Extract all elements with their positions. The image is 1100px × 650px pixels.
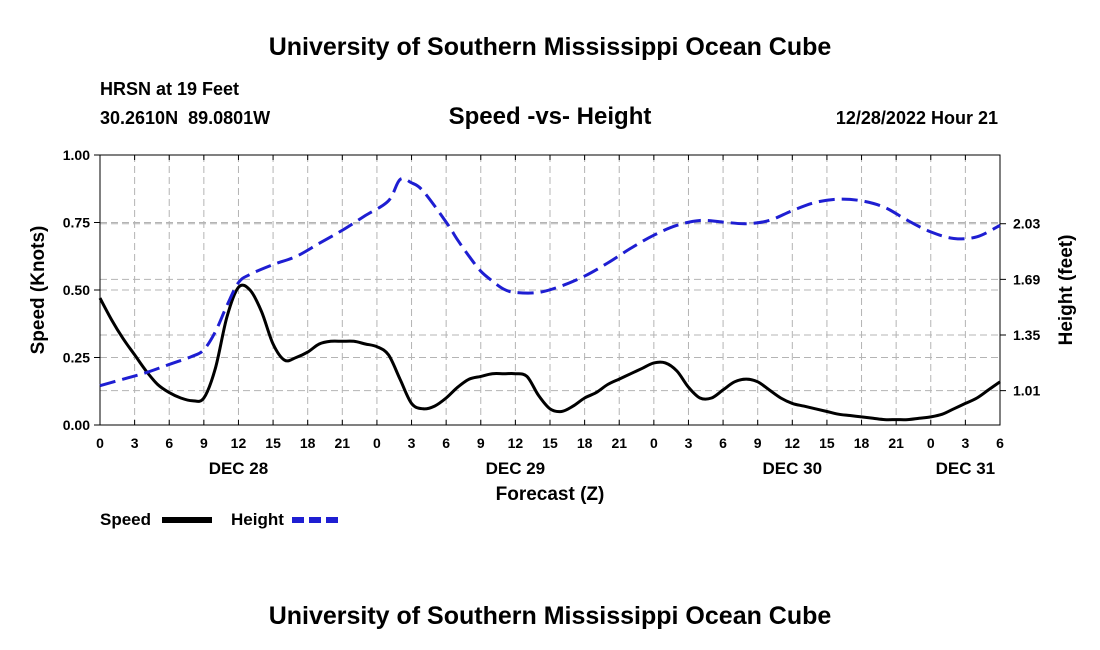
x-tick-label: 12 (785, 435, 801, 451)
x-tick-label: 9 (477, 435, 485, 451)
x-tick-label: 3 (408, 435, 416, 451)
footer-title: University of Southern Mississippi Ocean… (269, 602, 832, 630)
y2-tick-label: 1.35 (1013, 327, 1040, 343)
x-axis-title: Forecast (Z) (496, 484, 605, 505)
x-tick-label: 12 (508, 435, 524, 451)
series (98, 177, 1001, 422)
x-tick-label: 15 (265, 435, 281, 451)
x-tick-label: 21 (888, 435, 904, 451)
station-label: HRSN at 19 Feet (100, 79, 239, 99)
legend-label-speed: Speed (100, 510, 151, 529)
coordinates-label: 30.2610N 89.0801W (100, 108, 270, 128)
x-tick-label: 18 (854, 435, 870, 451)
x-tick-label: 9 (200, 435, 208, 451)
datetime-label: 12/28/2022 Hour 21 (836, 108, 998, 128)
left-axis: 0.00 0.25 0.50 0.75 1.00 (63, 147, 100, 433)
x-day-label: DEC 30 (763, 459, 823, 478)
right-axis: 1.01 1.35 1.69 2.03 (1000, 216, 1040, 399)
x-tick-label: 18 (577, 435, 593, 451)
x-tick-label: 3 (961, 435, 969, 451)
x-tick-label: 15 (819, 435, 835, 451)
x-tick-label: 0 (373, 435, 381, 451)
x-axis: 0 3 6 9 12 15 18 21 0 3 6 9 12 15 18 21 0 3 6 9 12 15 18 21 0 3 6D… (96, 155, 1004, 478)
x-day-label: DEC 29 (486, 459, 546, 478)
x-tick-label: 6 (719, 435, 727, 451)
x-tick-label: 3 (685, 435, 693, 451)
x-tick-label: 21 (335, 435, 351, 451)
y-axis-title: Speed (Knots) (28, 226, 49, 355)
x-tick-label: 21 (611, 435, 627, 451)
x-tick-label: 18 (300, 435, 316, 451)
y2-axis-title: Height (feet) (1056, 235, 1077, 346)
x-tick-label: 3 (131, 435, 139, 451)
y-tick-label: 0.75 (63, 215, 90, 231)
x-tick-label: 0 (96, 435, 104, 451)
x-tick-label: 12 (231, 435, 247, 451)
legend: Speed Height (100, 510, 342, 529)
x-tick-label: 9 (754, 435, 762, 451)
legend-label-height: Height (231, 510, 284, 529)
x-tick-label: 6 (996, 435, 1004, 451)
y2-tick-label: 1.01 (1013, 383, 1040, 399)
x-tick-label: 0 (927, 435, 935, 451)
x-day-label: DEC 31 (936, 459, 996, 478)
x-day-label: DEC 28 (209, 459, 269, 478)
x-tick-label: 6 (442, 435, 450, 451)
x-tick-label: 0 (650, 435, 658, 451)
y2-tick-label: 2.03 (1013, 216, 1040, 232)
y2-tick-label: 1.69 (1013, 271, 1040, 287)
y-tick-label: 0.00 (63, 417, 90, 433)
x-tick-label: 6 (165, 435, 173, 451)
y-tick-label: 1.00 (63, 147, 90, 163)
x-tick-label: 15 (542, 435, 558, 451)
series-line-height (99, 177, 1001, 388)
y-tick-label: 0.25 (63, 350, 90, 366)
chart-title: Speed -vs- Height (449, 103, 652, 130)
series-line-speed (98, 283, 1001, 422)
y-tick-label: 0.50 (63, 282, 90, 298)
page-title: University of Southern Mississippi Ocean… (269, 33, 832, 61)
